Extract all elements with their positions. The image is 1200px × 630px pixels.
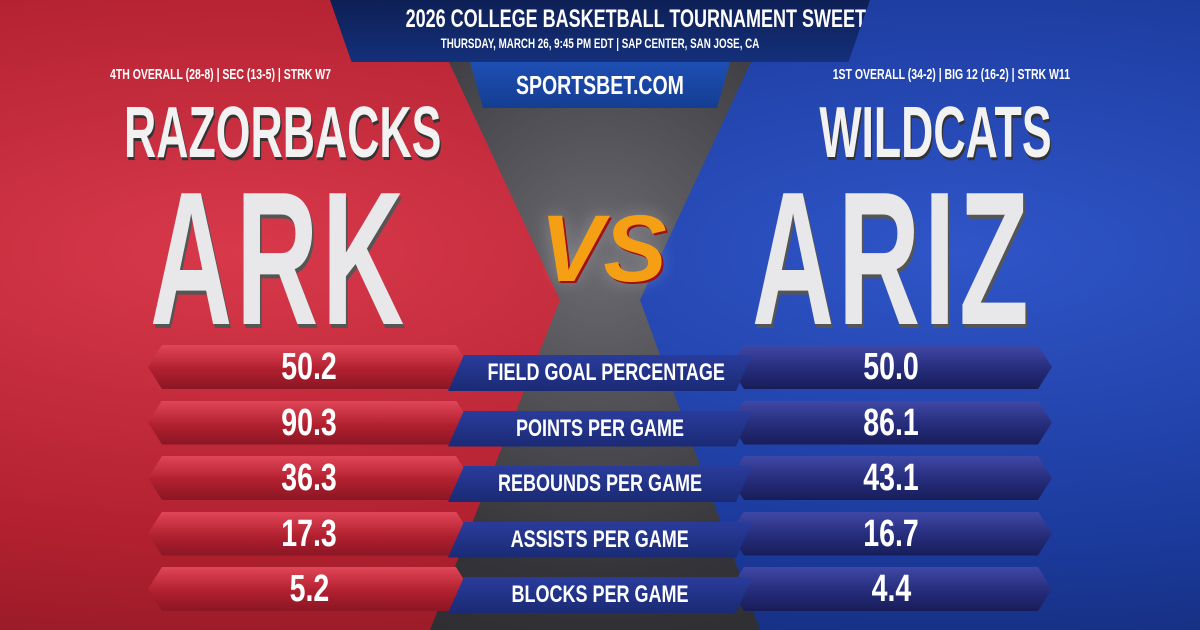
away-stat-value: 17.3 <box>281 512 337 555</box>
home-stat-bar: 4.4 <box>730 567 1052 611</box>
away-abbr: ARK <box>150 153 408 365</box>
stat-row: 5.2 4.4 BLOCKS PER GAME <box>0 567 1200 611</box>
header-banner: 2026 COLLEGE BASKETBALL TOURNAMENT SWEET… <box>330 0 870 62</box>
home-stat-value: 50.0 <box>863 346 919 388</box>
event-title: 2026 COLLEGE BASKETBALL TOURNAMENT SWEET… <box>405 5 892 33</box>
stat-label-box: POINTS PER GAME <box>448 411 752 447</box>
stat-label: REBOUNDS PER GAME <box>497 470 703 497</box>
home-abbr: ARIZ <box>751 153 1032 365</box>
stat-label-box: REBOUNDS PER GAME <box>448 466 752 502</box>
vs-logo: VS <box>540 196 667 302</box>
site-name: SPORTSBET.COM <box>516 70 684 100</box>
stat-label: ASSISTS PER GAME <box>510 525 690 553</box>
stat-row: 36.3 43.1 REBOUNDS PER GAME <box>0 456 1200 500</box>
home-stat-value: 43.1 <box>863 457 919 499</box>
stat-label-box: FIELD GOAL PERCENTAGE <box>448 355 752 391</box>
stat-row: 17.3 16.7 ASSISTS PER GAME <box>0 512 1200 556</box>
home-nickname: WILDCATS <box>819 93 1052 173</box>
away-stat-bar: 36.3 <box>148 456 470 500</box>
stat-label: FIELD GOAL PERCENTAGE <box>487 359 725 386</box>
home-stat-bar: 86.1 <box>730 401 1052 445</box>
stat-row: 50.2 50.0 FIELD GOAL PERCENTAGE <box>0 345 1200 389</box>
event-subtitle: THURSDAY, MARCH 26, 9:45 PM EDT | SAP CE… <box>440 35 760 51</box>
home-stat-bar: 43.1 <box>730 456 1052 500</box>
away-nickname: RAZORBACKS <box>124 93 442 173</box>
home-stat-value: 4.4 <box>871 568 911 610</box>
stat-label: POINTS PER GAME <box>515 414 685 442</box>
home-stat-value: 86.1 <box>863 401 919 444</box>
away-stat-bar: 5.2 <box>148 567 470 611</box>
home-stat-value: 16.7 <box>863 512 919 555</box>
away-stat-value: 50.2 <box>281 346 337 388</box>
away-stat-value: 36.3 <box>281 457 337 499</box>
away-stat-bar: 17.3 <box>148 512 470 556</box>
away-record: 4TH OVERALL (28-8) | SEC (13-5) | STRK W… <box>110 66 331 83</box>
stat-row: 90.3 86.1 POINTS PER GAME <box>0 401 1200 445</box>
away-stat-value: 5.2 <box>289 568 329 610</box>
site-tab: SPORTSBET.COM <box>470 62 730 108</box>
home-stat-bar: 50.0 <box>730 345 1052 389</box>
away-stat-bar: 50.2 <box>148 345 470 389</box>
stat-label: BLOCKS PER GAME <box>511 581 689 608</box>
stat-label-box: BLOCKS PER GAME <box>448 577 752 613</box>
home-record: 1ST OVERALL (34-2) | BIG 12 (16-2) | STR… <box>832 66 1070 83</box>
away-stat-value: 90.3 <box>281 401 337 444</box>
away-stat-bar: 90.3 <box>148 401 470 445</box>
home-stat-bar: 16.7 <box>730 512 1052 556</box>
stat-label-box: ASSISTS PER GAME <box>448 522 752 558</box>
